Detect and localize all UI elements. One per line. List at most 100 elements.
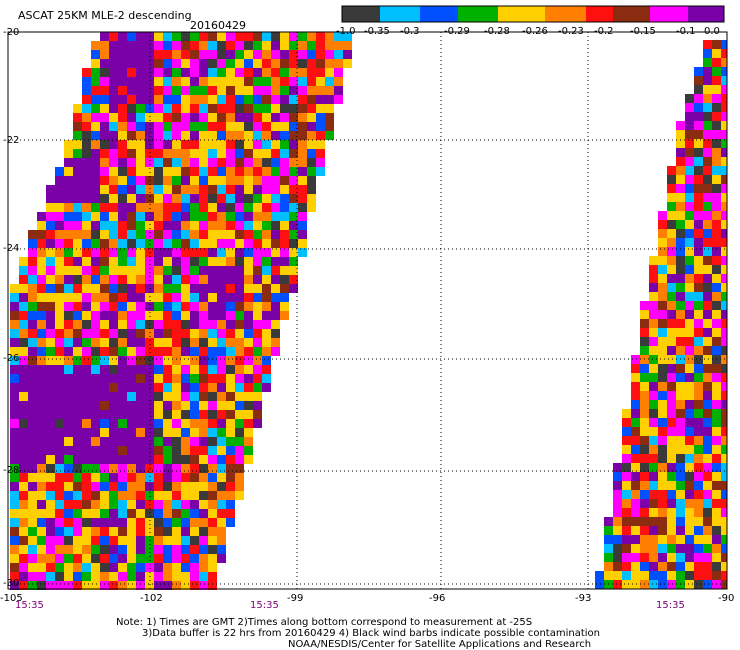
- swath-cell: [190, 122, 199, 131]
- swath-cell: [10, 338, 19, 347]
- swath-cell: [703, 238, 712, 247]
- swath-cell: [118, 311, 127, 320]
- swath-cell: [253, 374, 262, 383]
- swath-cell: [262, 365, 271, 374]
- swath-cell: [703, 319, 712, 328]
- swath-cell: [55, 392, 64, 401]
- swath-cell: [208, 131, 217, 140]
- swath-cell: [289, 284, 298, 293]
- swath-cell: [190, 455, 199, 464]
- swath-cell: [307, 167, 316, 176]
- swath-cell: [622, 571, 631, 580]
- swath-cell: [100, 131, 109, 140]
- map-title: ASCAT 25KM MLE-2 descending: [18, 9, 192, 22]
- swath-cell: [199, 500, 208, 509]
- swath-cell: [622, 526, 631, 535]
- swath-cell: [118, 329, 127, 338]
- swath-cell: [172, 311, 181, 320]
- swath-cell: [172, 437, 181, 446]
- swath-cell: [64, 347, 73, 356]
- swath-cell: [208, 266, 217, 275]
- swath-cell: [163, 302, 172, 311]
- swath-cell: [640, 337, 649, 346]
- note-line-2: 3)Data buffer is 22 hrs from 20160429 4)…: [142, 628, 600, 639]
- swath-cell: [640, 571, 649, 580]
- swath-cell: [262, 374, 271, 383]
- swath-cell: [649, 427, 658, 436]
- swath-cell: [118, 302, 127, 311]
- swath-cell: [37, 383, 46, 392]
- swath-cell: [181, 284, 190, 293]
- swath-cell: [640, 553, 649, 562]
- swath-cell: [649, 508, 658, 517]
- swath-cell: [118, 401, 127, 410]
- swath-cell: [712, 40, 721, 49]
- swath-cell: [100, 365, 109, 374]
- swath-cell: [226, 482, 235, 491]
- lat-label: -28: [3, 465, 20, 476]
- swath-cell: [73, 239, 82, 248]
- swath-cell: [181, 59, 190, 68]
- swath-cell: [262, 158, 271, 167]
- swath-cell: [631, 544, 640, 553]
- swath-cell: [199, 176, 208, 185]
- legend-label: 0.0: [704, 26, 720, 37]
- swath-cell: [118, 185, 127, 194]
- swath-cell: [712, 418, 721, 427]
- swath-cell: [91, 401, 100, 410]
- swath-cell: [703, 247, 712, 256]
- swath-cell: [136, 284, 145, 293]
- swath-cell: [262, 77, 271, 86]
- swath-cell: [91, 212, 100, 221]
- swath-cell: [244, 59, 253, 68]
- swath-cell: [676, 499, 685, 508]
- swath-cell: [298, 167, 307, 176]
- swath-cell: [271, 239, 280, 248]
- swath-cell: [10, 320, 19, 329]
- swath-cell: [289, 140, 298, 149]
- swath-cell: [253, 356, 262, 365]
- swath-cell: [181, 86, 190, 95]
- swath-cell: [280, 86, 289, 95]
- swath-cell: [676, 193, 685, 202]
- swath-cell: [721, 562, 727, 571]
- swath-cell: [118, 59, 127, 68]
- swath-cell: [10, 473, 19, 482]
- swath-cell: [127, 446, 136, 455]
- swath-cell: [712, 193, 721, 202]
- swath-cell: [253, 311, 262, 320]
- swath-cell: [100, 59, 109, 68]
- swath-cell: [280, 149, 289, 158]
- swath-cell: [190, 230, 199, 239]
- swath-cell: [703, 526, 712, 535]
- swath-cell: [622, 463, 631, 472]
- swath-cell: [280, 176, 289, 185]
- swath-cell: [640, 400, 649, 409]
- swath-cell: [694, 283, 703, 292]
- swath-cell: [280, 167, 289, 176]
- swath-cell: [127, 329, 136, 338]
- swath-cell: [658, 472, 667, 481]
- swath-cell: [181, 491, 190, 500]
- swath-cell: [37, 455, 46, 464]
- swath-cell: [244, 221, 253, 230]
- swath-cell: [109, 194, 118, 203]
- swath-cell: [190, 176, 199, 185]
- swath-cell: [199, 428, 208, 437]
- swath-cell: [667, 283, 676, 292]
- swath-cell: [217, 68, 226, 77]
- swath-cell: [118, 365, 127, 374]
- swath-cell: [721, 346, 727, 355]
- swath-cell: [640, 391, 649, 400]
- swath-cell: [685, 202, 694, 211]
- swath-cell: [199, 581, 208, 590]
- swath-cell: [316, 167, 325, 176]
- swath-cell: [28, 446, 37, 455]
- swath-cell: [199, 221, 208, 230]
- swath-cell: [82, 455, 91, 464]
- swath-cell: [217, 527, 226, 536]
- swath-cell: [46, 464, 55, 473]
- swath-cell: [289, 59, 298, 68]
- swath-cell: [127, 302, 136, 311]
- swath-cell: [154, 491, 163, 500]
